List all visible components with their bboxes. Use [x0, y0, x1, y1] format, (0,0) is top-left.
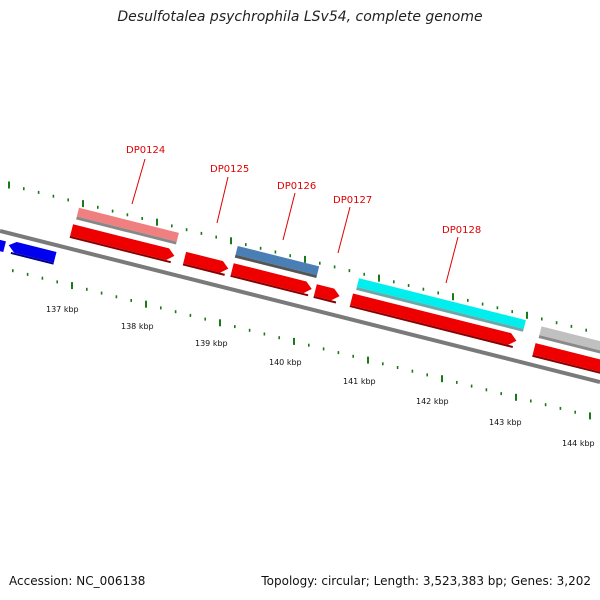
leader-line-dp0127	[337, 206, 351, 254]
gene-label-dp0128[interactable]: DP0128	[442, 225, 481, 236]
cds-shadow	[349, 305, 514, 348]
cds-arrow-reverse-1[interactable]	[0, 236, 6, 253]
cds-arrow-dp0128[interactable]	[350, 293, 518, 346]
scale-label-137: 137 kbp	[46, 305, 79, 314]
cds-shadow	[182, 263, 225, 276]
scale-label-143: 143 kbp	[489, 418, 522, 427]
cds-shadow	[230, 274, 309, 297]
cds-arrow-reverse-2[interactable]	[7, 240, 57, 263]
gene-label-dp0124[interactable]: DP0124	[126, 145, 165, 156]
scale-label-140: 140 kbp	[269, 358, 302, 367]
feature-shadow	[538, 335, 600, 358]
leader-line-dp0128	[445, 236, 459, 284]
genome-backbone	[0, 229, 600, 384]
cds-shadow	[10, 251, 54, 265]
feature-shadow	[356, 286, 524, 332]
cds-shadow	[69, 235, 172, 264]
gene-label-dp0126[interactable]: DP0126	[277, 181, 316, 192]
cds-arrow-dp0127[interactable]	[313, 284, 341, 302]
scale-label-141: 141 kbp	[343, 377, 376, 386]
gene-leader-lines	[131, 158, 459, 284]
genome-stats-label: Topology: circular; Length: 3,523,383 bp…	[261, 574, 591, 588]
cds-shadow	[313, 295, 337, 304]
accession-label: Accession: NC_006138	[9, 574, 146, 588]
feature-box-dp0126[interactable]	[235, 245, 320, 276]
cds-arrow-next[interactable]	[532, 343, 600, 375]
outer-tick-track	[8, 181, 588, 332]
cds-track-forward	[69, 224, 600, 377]
feature-box-dp0124[interactable]	[76, 207, 179, 242]
scale-label-142: 142 kbp	[416, 397, 449, 406]
feature-shadow	[76, 216, 177, 245]
feature-box-next[interactable]	[539, 326, 600, 355]
scale-label-139: 139 kbp	[195, 339, 228, 348]
cds-arrow-dp0124[interactable]	[70, 224, 176, 261]
cds-arrow-dp0125[interactable]	[183, 251, 230, 275]
feature-box-dp0128[interactable]	[356, 278, 526, 329]
cds-track-reverse	[0, 236, 57, 265]
cds-shadow	[532, 354, 600, 377]
leader-line-dp0126	[282, 192, 296, 241]
cds-arrow-dp0126[interactable]	[230, 263, 313, 295]
map-title: Desulfotalea psychrophila LSv54, complet…	[117, 9, 483, 25]
feature-track-outer	[76, 207, 600, 358]
scale-label-138: 138 kbp	[121, 322, 154, 331]
leader-line-dp0125	[216, 176, 229, 224]
gene-label-dp0127[interactable]: DP0127	[333, 195, 372, 206]
gene-labels: DP0124 DP0125 DP0126 DP0127 DP0128	[126, 145, 481, 236]
feature-shadow	[234, 254, 318, 279]
scale-labels: 137 kbp 138 kbp 139 kbp 140 kbp 141 kbp …	[46, 305, 595, 448]
gene-label-dp0125[interactable]: DP0125	[210, 164, 249, 175]
scale-label-144: 144 kbp	[562, 439, 595, 448]
inner-tick-track	[12, 269, 591, 420]
leader-line-dp0124	[131, 158, 146, 205]
